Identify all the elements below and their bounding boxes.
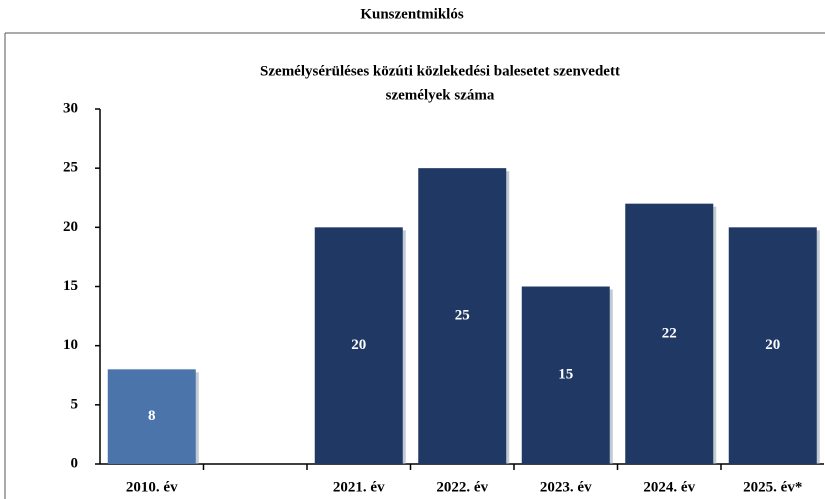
- x-tick-label: 2022. év: [436, 479, 488, 495]
- chart-title: Személysérüléses közúti közlekedési bale…: [260, 63, 620, 79]
- x-tick-label: 2023. év: [540, 479, 592, 495]
- y-tick-label: 15: [63, 278, 78, 294]
- data-label: 25: [455, 308, 470, 324]
- data-label: 20: [765, 337, 780, 353]
- y-tick-label: 30: [63, 100, 78, 116]
- data-label: 22: [662, 325, 677, 341]
- chart-title: személyek száma: [386, 87, 495, 103]
- bar: [625, 203, 714, 464]
- x-tick-label: 2021. év: [333, 479, 385, 495]
- bar: [314, 227, 403, 464]
- x-tick-label: 2010. év: [126, 479, 178, 495]
- data-label: 8: [148, 408, 156, 424]
- x-tick-label: 2025. év*: [743, 479, 802, 495]
- y-tick-label: 20: [63, 219, 78, 235]
- chart-supertitle: Kunszentmiklós: [360, 6, 464, 22]
- x-tick-label: 2024. év: [643, 479, 695, 495]
- bar: [728, 227, 817, 464]
- bar: [107, 369, 196, 464]
- y-tick-label: 0: [71, 455, 79, 471]
- y-tick-label: 25: [63, 160, 78, 176]
- data-label: 15: [558, 367, 573, 383]
- y-tick-label: 5: [71, 396, 79, 412]
- y-tick-label: 10: [63, 337, 78, 353]
- data-label: 20: [351, 337, 366, 353]
- bar: [418, 168, 507, 464]
- bar: [521, 286, 610, 464]
